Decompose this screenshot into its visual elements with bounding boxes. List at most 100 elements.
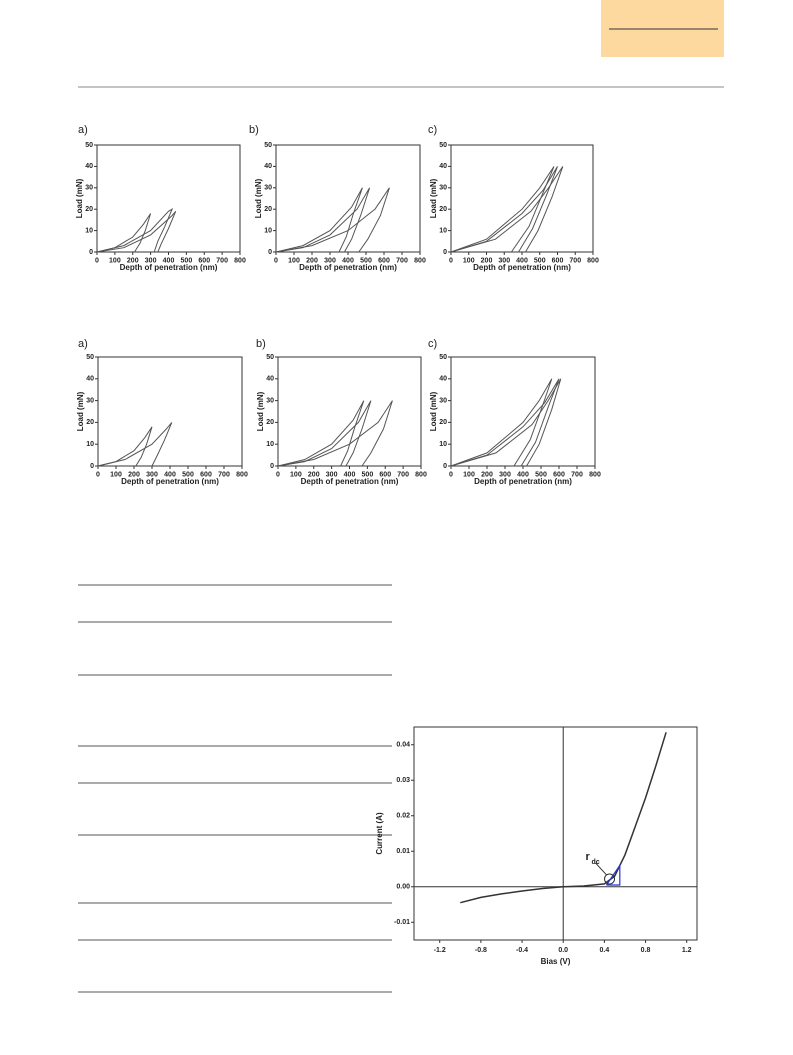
panel-label: c) <box>428 338 437 350</box>
y-tick-label: 0.01 <box>396 848 410 855</box>
annotation-leader <box>595 862 607 876</box>
y-tick-label: 50 <box>86 354 94 361</box>
x-tick-label: 0 <box>274 258 278 265</box>
x-tick-label: 500 <box>181 258 193 265</box>
y-tick-label: 40 <box>266 376 274 383</box>
chart: 0 100 200 300 400 500 600 700 800 0 10 20 30 40 50 Dept… <box>75 124 246 272</box>
x-tick-label: 600 <box>198 258 210 265</box>
x-tick-label: 600 <box>552 258 564 265</box>
y-axis-title: Load (mN) <box>256 391 265 431</box>
x-tick-label: 700 <box>569 258 581 265</box>
plot-frame <box>96 144 241 253</box>
y-tick-label: 30 <box>264 185 272 192</box>
x-tick-label: 0 <box>276 472 280 479</box>
x-tick-label: 700 <box>216 258 228 265</box>
data-line <box>96 213 152 253</box>
plot-frame <box>275 144 421 253</box>
data-line <box>460 732 667 904</box>
x-tick-label: 300 <box>499 472 511 479</box>
x-tick-label: 800 <box>234 258 246 265</box>
panel-label: b) <box>249 124 259 136</box>
x-tick-label: 700 <box>571 472 583 479</box>
y-tick-label: 20 <box>264 206 272 213</box>
x-tick-label: -0.4 <box>516 947 528 954</box>
y-tick-label: 10 <box>86 441 94 448</box>
chart: 0 100 200 300 400 500 600 700 800 0 10 20 30 40 50 Dept… <box>428 124 599 272</box>
annotation-circle <box>604 873 616 885</box>
x-axis-title: Bias (V) <box>541 957 571 966</box>
panel-label: a) <box>78 124 88 136</box>
chart: -1.2 -0.8 -0.4 0.0 0.4 0.8 1.2 -0.01 0.00 0.01 0.0… <box>375 726 698 966</box>
x-tick-label: 600 <box>379 472 391 479</box>
annotation-subscript: dc <box>592 859 600 866</box>
x-tick-label: 100 <box>109 258 121 265</box>
y-tick-label: 30 <box>86 397 94 404</box>
x-tick-label: 0.8 <box>641 947 651 954</box>
y-tick-label: 0 <box>443 249 447 256</box>
y-tick-label: 30 <box>85 185 93 192</box>
data-line <box>450 378 562 467</box>
y-tick-label: 50 <box>85 142 93 149</box>
data-line <box>275 187 390 253</box>
y-tick-label: 0 <box>89 249 93 256</box>
x-tick-label: 500 <box>182 472 194 479</box>
chart: 0 100 200 300 400 500 600 700 800 0 10 20 30 40 50 Dept… <box>256 338 427 486</box>
data-line <box>450 166 558 253</box>
x-tick-label: 800 <box>414 258 426 265</box>
x-tick-label: 400 <box>517 472 529 479</box>
y-tick-label: 0.00 <box>396 884 410 891</box>
data-line <box>450 166 555 253</box>
y-axis-title: Load (mN) <box>76 391 85 431</box>
y-tick-label: 40 <box>264 163 272 170</box>
x-tick-label: 100 <box>288 258 300 265</box>
panel-label: a) <box>78 338 88 350</box>
plot-frame <box>413 726 698 941</box>
x-tick-label: 300 <box>145 258 157 265</box>
x-tick-label: 200 <box>306 258 318 265</box>
x-tick-label: 800 <box>587 258 599 265</box>
y-tick-label: 0 <box>443 463 447 470</box>
y-tick-label: 30 <box>439 397 447 404</box>
x-tick-label: 300 <box>326 472 338 479</box>
x-tick-label: 200 <box>308 472 320 479</box>
x-tick-label: 200 <box>128 472 140 479</box>
x-tick-label: 100 <box>463 258 475 265</box>
data-line <box>277 400 393 467</box>
chart: 0 100 200 300 400 500 600 700 800 0 10 20 30 40 50 Dept… <box>249 124 426 272</box>
y-tick-label: 40 <box>86 376 94 383</box>
x-tick-label: 300 <box>146 472 158 479</box>
x-tick-label: 0 <box>96 472 100 479</box>
data-line <box>277 400 365 467</box>
x-tick-label: 400 <box>344 472 356 479</box>
x-tick-label: 500 <box>534 258 546 265</box>
x-tick-label: 400 <box>164 472 176 479</box>
y-axis-title: Current (A) <box>375 812 384 855</box>
y-tick-label: 40 <box>85 163 93 170</box>
x-tick-label: 0 <box>449 472 453 479</box>
panel-label: b) <box>256 338 266 350</box>
chart: 0 100 200 300 400 500 600 700 800 0 10 20 30 40 50 Dept… <box>428 338 601 486</box>
x-tick-label: 700 <box>397 472 409 479</box>
plot-frame <box>450 356 596 467</box>
chart: 0 100 200 300 400 500 600 700 800 0 10 20 30 40 50 Dept… <box>76 338 248 486</box>
y-tick-label: 0.04 <box>396 742 410 749</box>
x-tick-label: 300 <box>324 258 336 265</box>
annotation: r <box>586 851 591 863</box>
x-tick-label: 700 <box>218 472 230 479</box>
x-axis-title: Depth of penetration (nm) <box>299 263 397 272</box>
x-tick-label: 0 <box>449 258 453 265</box>
y-axis-title: Load (mN) <box>429 178 438 218</box>
x-tick-label: 400 <box>163 258 175 265</box>
x-axis-title: Depth of penetration (nm) <box>120 263 218 272</box>
plot-frame <box>97 356 243 467</box>
data-line <box>97 426 153 467</box>
x-tick-label: 200 <box>127 258 139 265</box>
data-line <box>275 187 371 253</box>
x-tick-label: 800 <box>589 472 601 479</box>
x-tick-label: 0.4 <box>600 947 610 954</box>
x-tick-label: 500 <box>535 472 547 479</box>
x-tick-label: 0.0 <box>558 947 568 954</box>
x-tick-label: 200 <box>481 472 493 479</box>
y-tick-label: 0 <box>268 249 272 256</box>
